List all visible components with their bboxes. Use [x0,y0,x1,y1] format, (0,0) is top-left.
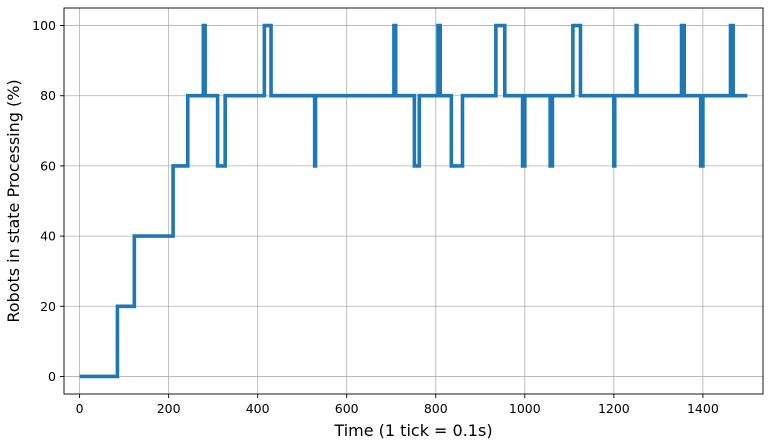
series-line-0 [79,23,748,379]
x-tick-label: 0 [76,401,84,416]
x-tick-label: 1000 [509,401,541,416]
axis-ticks: 0 200 400 600 800 1000 1200 1400 0 20 40 60 80 100 [32,18,719,416]
x-tick-label: 200 [157,401,181,416]
y-tick-label: 100 [32,18,56,33]
y-axis-label: Robots in state Processing (%) [4,79,23,322]
x-tick-label: 1200 [598,401,630,416]
y-tick-label: 40 [40,229,56,244]
x-tick-label: 600 [335,401,359,416]
y-tick-label: 60 [40,158,56,173]
y-tick-label: 0 [48,369,56,384]
series-layer [79,23,748,379]
grid-lines [64,8,763,394]
x-tick-label: 1400 [687,401,719,416]
x-tick-label: 800 [424,401,448,416]
x-tick-label: 400 [246,401,270,416]
y-tick-label: 80 [40,88,56,103]
plot-frame [63,7,764,395]
y-tick-label: 20 [40,299,56,314]
x-axis-label: Time (1 tick = 0.1s) [333,421,492,440]
